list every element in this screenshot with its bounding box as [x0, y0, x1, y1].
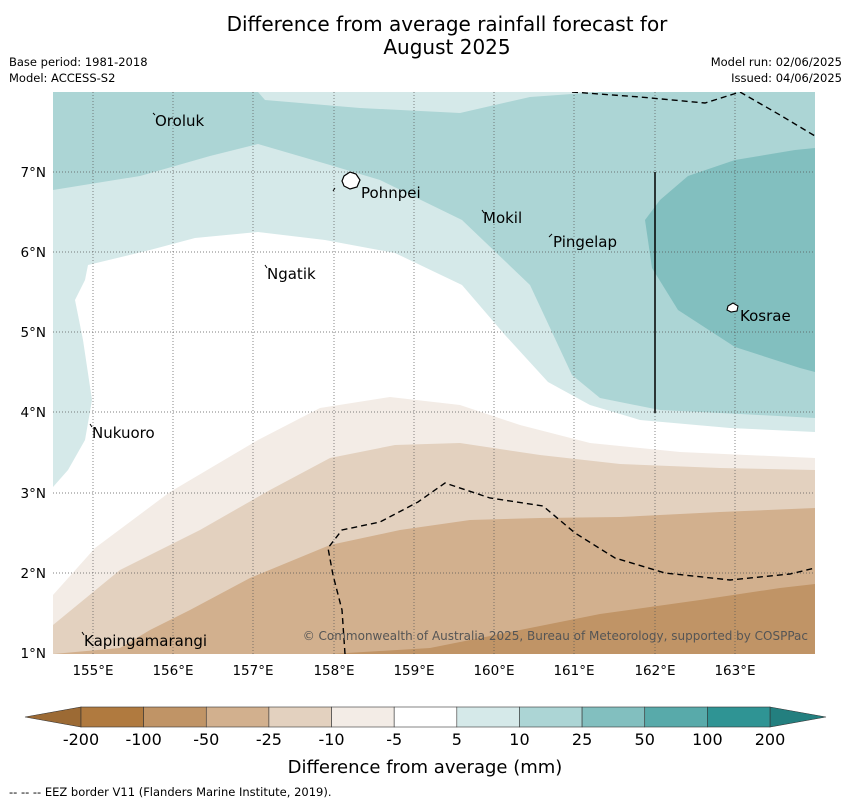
colorbar-tick-label: -5 — [386, 730, 402, 749]
colorbar-tick-label: -10 — [318, 730, 344, 749]
eez-note: -- -- -- EEZ border V11 (Flanders Marine… — [9, 785, 332, 799]
colorbar-tick-label: 25 — [572, 730, 592, 749]
colorbar-segment — [644, 706, 708, 728]
colorbar-tick-label: -50 — [193, 730, 219, 749]
lon-tick: 160°E — [473, 663, 514, 679]
contour-wet-10-25 — [53, 92, 815, 418]
colorbar-segment — [456, 706, 520, 728]
colorbar-title: Difference from average (mm) — [288, 757, 563, 778]
mokil-mark — [481, 209, 485, 214]
nukuoro-mark — [89, 423, 93, 428]
base-period: Base period: 1981-2018 — [9, 55, 148, 69]
label-pingelap: Pingelap — [553, 233, 617, 251]
ngatik-mark — [264, 264, 268, 269]
colorbar-segment — [707, 706, 771, 728]
label-oroluk: Oroluk — [155, 112, 204, 130]
title-line-2: August 2025 — [383, 35, 511, 59]
colorbar-tick-label: 5 — [452, 730, 462, 749]
label-nukuoro: Nukuoro — [92, 424, 155, 442]
label-ngatik: Ngatik — [267, 265, 316, 283]
label-kosrae: Kosrae — [740, 307, 791, 325]
colorbar-tick-label: -200 — [63, 730, 99, 749]
colorbar-segment — [143, 706, 207, 728]
issued-date: Issued: 04/06/2025 — [731, 71, 842, 85]
lon-tick: 156°E — [152, 663, 193, 679]
label-pohnpei: Pohnpei — [361, 184, 421, 202]
lon-tick: 157°E — [232, 663, 273, 679]
colorbar-tick-label: 200 — [755, 730, 786, 749]
colorbar-segment — [519, 706, 583, 728]
colorbar-tick-label: -100 — [125, 730, 161, 749]
lat-tick: 3°N — [21, 486, 46, 502]
islet-mark — [332, 187, 336, 192]
copyright-text: © Commonwealth of Australia 2025, Bureau… — [303, 629, 808, 643]
lon-tick: 158°E — [313, 663, 354, 679]
lon-axis: 155°E 156°E 157°E 158°E 159°E 160°E 161°… — [72, 663, 755, 679]
lat-tick: 1°N — [21, 646, 46, 662]
chart-title: Difference from average rainfall forecas… — [0, 13, 850, 59]
lon-tick: 161°E — [553, 663, 594, 679]
colorbar-tick-label: 50 — [635, 730, 655, 749]
colorbar-segment — [393, 706, 458, 728]
label-kapingamarangi: Kapingamarangi — [84, 632, 207, 650]
lat-tick: 6°N — [21, 245, 46, 261]
graticule — [53, 92, 815, 654]
colorbar-segment — [205, 706, 270, 728]
lat-tick: 2°N — [21, 566, 46, 582]
colorbar-tick-label: 10 — [509, 730, 529, 749]
pingelap-mark — [548, 233, 553, 238]
label-mokil: Mokil — [483, 209, 522, 227]
pohnpei-island — [341, 171, 361, 190]
kapingamarangi-mark — [81, 631, 85, 636]
title-line-1: Difference from average rainfall forecas… — [226, 12, 668, 36]
lat-axis: 7°N 6°N 5°N 4°N 3°N 2°N 1°N — [21, 165, 46, 662]
meta-right: Model run: 02/06/2025 Issued: 04/06/2025 — [711, 54, 842, 86]
lat-tick: 5°N — [21, 325, 46, 341]
lat-tick: 7°N — [21, 165, 46, 181]
colorbar-tick-label: 100 — [692, 730, 723, 749]
colorbar-segment — [80, 706, 144, 728]
lon-tick: 162°E — [634, 663, 675, 679]
colorbar-segment — [581, 706, 646, 728]
model-name: Model: ACCESS-S2 — [9, 71, 116, 85]
contour-wet-25-50 — [645, 148, 815, 372]
eez-border — [327, 92, 815, 654]
kosrae-island — [726, 302, 739, 313]
contour-dry-50-100 — [53, 584, 815, 654]
lat-tick: 4°N — [21, 405, 46, 421]
colorbar-segment — [268, 706, 332, 728]
colorbar-under-arrow — [24, 706, 82, 728]
meta-left: Base period: 1981-2018 Model: ACCESS-S2 — [9, 54, 148, 86]
colorbar-tick-label: -25 — [256, 730, 282, 749]
lon-tick: 155°E — [72, 663, 113, 679]
lon-tick: 163°E — [714, 663, 755, 679]
map-contours: © Commonwealth of Australia 2025, Bureau… — [53, 92, 815, 654]
model-run: Model run: 02/06/2025 — [710, 55, 842, 69]
oroluk-mark — [152, 112, 156, 116]
colorbar-segment — [331, 706, 395, 728]
colorbar: -200 -100 -50 -25 -10 -5 5 10 25 50 100 200 — [24, 706, 827, 749]
colorbar-over-arrow — [769, 706, 827, 728]
lon-tick: 159°E — [393, 663, 434, 679]
